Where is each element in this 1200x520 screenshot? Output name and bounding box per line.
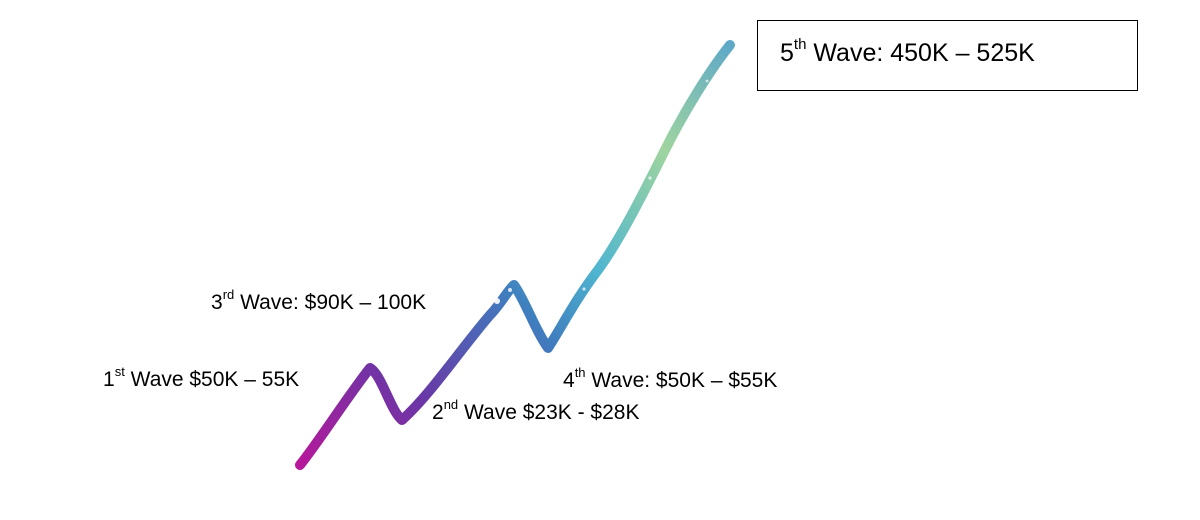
wave-5-number: 5 [780,39,794,67]
wave-3-label: 3rd Wave: $90K – 100K [211,287,427,316]
wave-path [295,40,735,470]
wave-4-text: Wave: $50K – $55K [585,369,778,392]
wave-3-number: 3 [211,291,223,314]
wave-5-callout-box: 5th Wave: 450K – 525K [757,20,1138,91]
sparkle [494,298,500,304]
wave-3-suffix: rd [222,287,235,302]
sparkle-highlights [494,79,709,304]
sparkle [508,288,512,292]
wave-1-text: Wave $50K – 55K [124,368,300,391]
wave-3-text: Wave: $90K – 100K [234,291,427,314]
wave-2-label: 2nd Wave $23K - $28K [432,397,640,426]
wave-5-label: 5th Wave: 450K – 525K [780,35,1035,68]
wave-4-label: 4th Wave: $50K – $55K [563,365,778,394]
wave-1-label: 1st Wave $50K – 55K [103,364,300,393]
wave-5-suffix: th [793,35,807,53]
wave-4-number: 4 [563,369,575,392]
wave-5-text: Wave: 450K – 525K [806,39,1035,67]
sparkle [705,79,709,83]
wave-4-suffix: th [574,365,586,380]
sparkle [582,287,586,291]
wave-1-suffix: st [114,364,125,379]
sparkle [648,176,652,180]
wave-2-number: 2 [432,401,444,424]
wave-1-number: 1 [103,368,115,391]
wave-2-suffix: nd [443,397,459,412]
wave-2-text: Wave $23K - $28K [458,401,640,424]
